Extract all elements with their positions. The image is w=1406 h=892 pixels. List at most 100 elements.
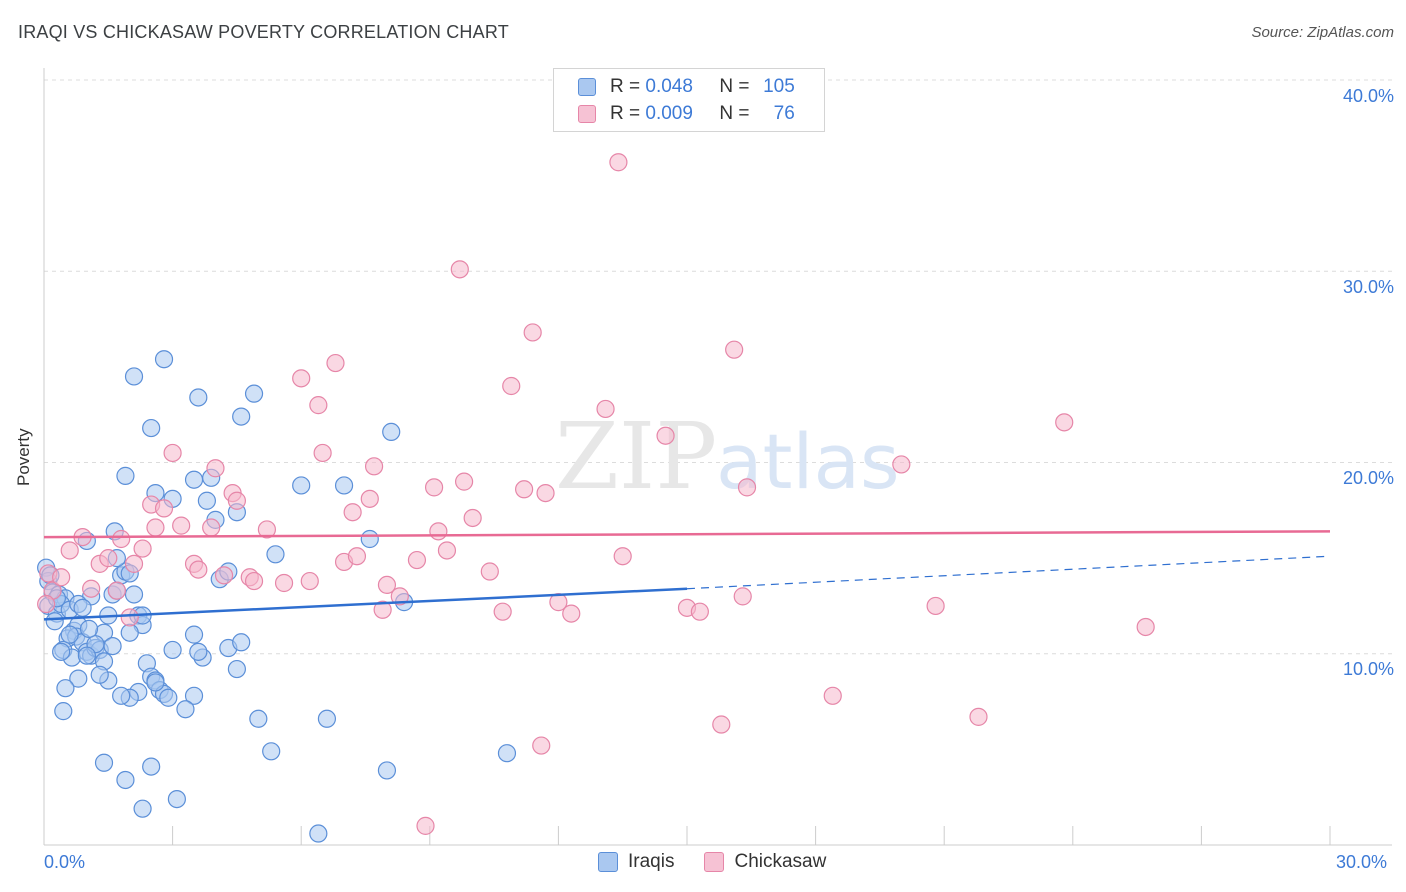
data-point [163,640,182,660]
iraqis-swatch [578,78,596,96]
data-point [416,816,435,835]
chart-title: IRAQI VS CHICKASAW POVERTY CORRELATION C… [18,22,509,42]
data-point [823,686,842,705]
data-point [450,260,469,279]
r-value: 0.048 [645,76,693,97]
data-point [313,443,332,463]
data-point [532,736,551,755]
data-point [364,457,384,476]
data-point [189,560,208,579]
data-point [146,518,165,537]
data-point [79,619,99,638]
data-point [360,489,379,508]
r-label: R = [610,103,641,124]
data-point [232,407,251,426]
data-point [206,459,225,478]
r-label: R = [610,76,641,97]
data-point [360,529,379,549]
data-point [227,491,246,510]
data-point [274,573,294,593]
y-tick-label: 10.0% [1342,659,1394,679]
data-point [377,575,397,595]
watermark-zip: ZIP [555,403,717,510]
data-point [317,709,337,728]
data-point [120,623,139,642]
legend-label: Iraqis [628,851,675,872]
data-point [45,612,64,631]
data-point [266,545,285,564]
data-point [347,547,367,566]
data-point [116,466,135,485]
data-point [82,579,101,598]
legend-item-iraqis[interactable]: Iraqis [598,851,674,873]
data-point [892,455,911,474]
data-point [94,753,114,772]
data-point [154,499,174,518]
data-point [124,367,144,386]
data-point [437,541,457,560]
data-point [154,350,174,369]
n-label: N = [719,103,750,124]
data-point [214,566,234,585]
chickasaw-swatch [578,105,596,123]
r-value: 0.009 [645,103,693,124]
data-point [343,503,362,522]
data-point [116,770,135,790]
data-point [69,669,88,688]
n-value: 76 [773,103,795,124]
data-point [99,549,118,568]
data-point [382,422,401,441]
x-tick-label: 0.0% [44,852,86,872]
legend-item-chickasaw[interactable]: Chickasaw [704,851,826,873]
data-point [90,665,109,684]
n-label: N = [719,76,750,97]
chart-source: Source: ZipAtlas.com [1251,24,1394,41]
iraqis-points [37,350,517,843]
data-point [197,491,216,510]
data-point [300,571,319,591]
data-point [146,673,165,692]
data-point [52,568,71,587]
data-point [133,799,152,818]
data-point [1136,617,1155,637]
data-point [56,679,75,698]
legend-row-iraqis: R = 0.048 N = 105 [578,74,795,100]
data-point [613,547,632,566]
data-point [184,625,204,644]
data-point [249,709,268,728]
data-point [103,636,122,656]
chickasaw-trend-line [43,530,1331,539]
iraqis-trend-line [43,587,688,621]
data-point [184,470,204,489]
data-point [536,484,555,503]
iraqis-swatch [598,852,618,872]
data-point [172,516,191,535]
y-tick-label: 40.0% [1342,86,1394,106]
data-point [309,824,328,843]
data-point [244,571,264,591]
data-point [124,585,144,604]
data-point [656,426,675,445]
x-tick-label: 30.0% [1336,852,1388,872]
stats-legend: R = 0.048 N = 105 R = 0.009 N = 76 [553,68,825,132]
data-point [390,587,409,606]
data-point [725,340,744,359]
data-point [60,541,79,560]
data-point [184,686,204,705]
data-point [257,520,277,539]
data-point [176,700,195,719]
data-point [159,688,178,707]
data-point [523,323,542,342]
data-point [292,369,311,388]
legend-row-chickasaw: R = 0.009 N = 76 [578,101,795,127]
data-point [926,596,945,616]
y-tick-label: 30.0% [1342,277,1394,297]
data-point [373,600,392,619]
data-point [107,581,126,600]
data-point [112,686,131,705]
data-point [737,478,757,497]
iraqis-trend-extension [686,555,1331,590]
data-point [562,604,581,623]
data-point [244,384,264,403]
data-point [502,376,521,396]
